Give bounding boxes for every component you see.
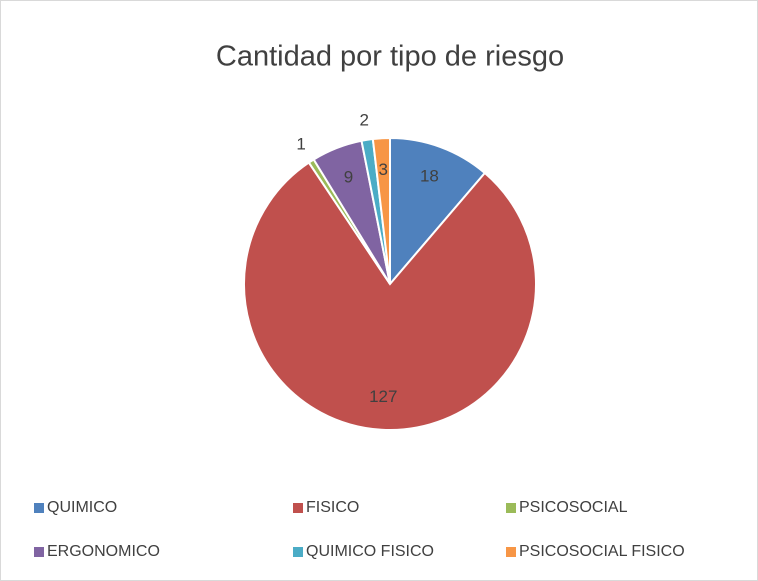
legend-swatch xyxy=(34,547,44,557)
legend-swatch xyxy=(506,503,516,513)
pie-slice xyxy=(371,136,391,285)
legend-label: PSICOSOCIAL xyxy=(519,499,628,516)
data-label: 127 xyxy=(369,387,397,406)
legend-swatch xyxy=(34,503,44,513)
data-label: 1 xyxy=(296,135,305,154)
chart-title: Cantidad por tipo de riesgo xyxy=(216,41,564,73)
legend-swatch xyxy=(293,547,303,557)
legend-swatch xyxy=(293,503,303,513)
legend-label: QUIMICO xyxy=(47,499,117,516)
pie-slice xyxy=(389,136,487,287)
legend-label: ERGONOMICO xyxy=(47,543,160,560)
data-label: 18 xyxy=(420,167,439,186)
data-label: 3 xyxy=(379,160,388,179)
data-label: 2 xyxy=(359,111,368,130)
legend-swatch xyxy=(506,547,516,557)
pie-slice xyxy=(243,161,537,431)
legend-label: FISICO xyxy=(306,499,359,516)
legend-label: PSICOSOCIAL FISICO xyxy=(519,543,685,560)
legend-label: QUIMICO FISICO xyxy=(306,543,434,560)
data-label: 9 xyxy=(344,167,353,186)
